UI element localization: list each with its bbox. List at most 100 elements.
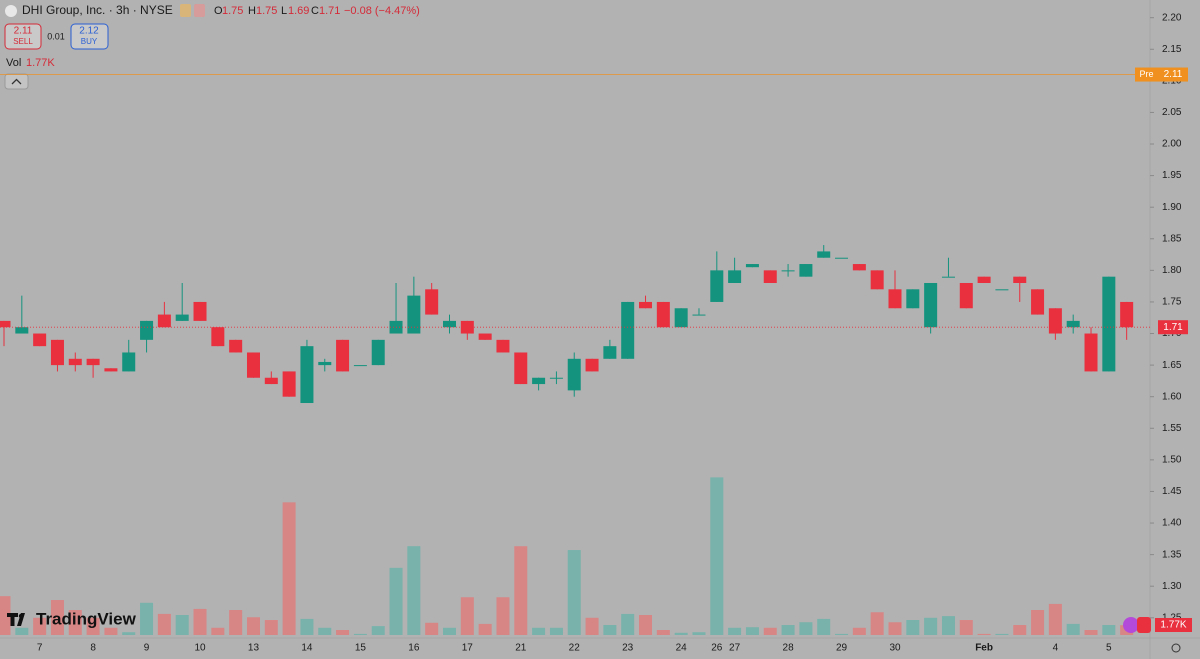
- candle-body: [300, 346, 314, 404]
- volume-bar: [443, 627, 456, 635]
- volume-tag: [1155, 618, 1192, 632]
- candle-body: [549, 377, 563, 379]
- earnings-icon[interactable]: [1137, 617, 1151, 633]
- volume-bar: [549, 627, 563, 635]
- candle-body: [585, 358, 599, 372]
- volume-bar: [1084, 630, 1098, 635]
- candle-body: [122, 352, 136, 372]
- volume-bar: [104, 627, 118, 635]
- volume-bar: [353, 633, 367, 635]
- settings-icon[interactable]: [1171, 643, 1181, 653]
- volume-bar: [639, 615, 653, 635]
- candle-body: [852, 264, 866, 271]
- candle-body: [175, 314, 189, 321]
- candle-body: [425, 289, 439, 315]
- candle-body: [870, 270, 884, 290]
- volume-bar: [514, 546, 528, 635]
- candle-body: [496, 339, 510, 353]
- volume-bar: [977, 633, 991, 635]
- y-tick-label: 2.05: [1162, 107, 1182, 118]
- candle-body: [1048, 308, 1062, 334]
- volume-bar: [407, 546, 421, 635]
- change: −0.08 (−4.47%): [344, 5, 420, 17]
- volume-bar: [1013, 625, 1027, 635]
- volume-value: 1.77K: [26, 57, 55, 69]
- buy-button[interactable]: [70, 23, 109, 50]
- volume-bar: [157, 613, 171, 635]
- volume-bar: [0, 596, 11, 635]
- sell-button[interactable]: [4, 23, 42, 50]
- candle-body: [318, 361, 332, 366]
- candle-body: [603, 346, 617, 359]
- buy-price[interactable]: 2.12: [79, 26, 99, 37]
- volume-bar: [193, 608, 207, 635]
- y-tick-label: 1.40: [1162, 518, 1182, 529]
- volume-bar: [50, 600, 64, 635]
- candle-body: [140, 320, 154, 340]
- candle-body: [0, 320, 11, 328]
- candle-body: [86, 358, 100, 366]
- volume-bar: [478, 623, 492, 635]
- volume-bar: [229, 610, 243, 635]
- alert-icon[interactable]: [1123, 617, 1139, 633]
- volume-label: Vol: [6, 57, 21, 69]
- x-tick-label: 22: [569, 643, 581, 654]
- volume-bar: [906, 620, 920, 635]
- pre-market-price: 2.11: [1164, 69, 1183, 80]
- y-tick-label: 1.30: [1162, 581, 1182, 592]
- candle-body: [674, 308, 688, 328]
- candle-body: [246, 352, 260, 378]
- y-tick-label: 1.35: [1162, 549, 1182, 560]
- l-label: L: [281, 5, 287, 17]
- candle-body: [1102, 276, 1116, 372]
- x-tick-label: 8: [90, 643, 96, 654]
- x-tick-label: 5: [1106, 643, 1112, 654]
- volume-bar: [692, 632, 706, 635]
- candle-body: [1120, 301, 1134, 328]
- candle-body: [157, 314, 171, 328]
- candle-body: [514, 352, 528, 385]
- buy-label[interactable]: BUY: [81, 37, 98, 46]
- candle-body: [728, 270, 742, 283]
- collapse-button[interactable]: [4, 73, 29, 90]
- volume-bar: [140, 602, 154, 635]
- y-tick-label: 1.75: [1162, 297, 1182, 308]
- y-tick-label: 1.85: [1162, 233, 1182, 244]
- volume-bar: [300, 618, 314, 635]
- candle-body: [941, 276, 955, 278]
- candle-body: [407, 295, 421, 334]
- candle-body: [995, 289, 1009, 291]
- x-tick-label: 4: [1053, 643, 1059, 654]
- volume-bar: [122, 632, 136, 635]
- candle-body: [656, 301, 670, 328]
- spread: 0.01: [47, 31, 65, 41]
- brand-name: TradingView: [36, 609, 137, 628]
- volume-bar: [496, 597, 510, 635]
- sell-label[interactable]: SELL: [13, 37, 33, 46]
- volume-bar: [211, 627, 225, 635]
- volume-bar: [318, 627, 332, 635]
- candle-body: [835, 257, 849, 259]
- candle-body: [924, 282, 938, 328]
- volume-tag-label: 1.77K: [1160, 620, 1186, 631]
- volume-bar: [336, 630, 350, 635]
- volume-bar: [941, 616, 955, 635]
- candle-body: [1084, 333, 1098, 372]
- volume-bar: [532, 627, 546, 635]
- volume-bar: [1102, 625, 1116, 635]
- x-tick-label: 17: [462, 643, 474, 654]
- x-tick-label: 13: [248, 643, 260, 654]
- candle-body: [959, 282, 973, 309]
- candle-body: [460, 320, 474, 334]
- session-icon: [180, 4, 191, 17]
- candle-body: [532, 377, 546, 385]
- candle-body: [1066, 320, 1080, 328]
- sell-price[interactable]: 2.11: [14, 26, 33, 37]
- pre-market-price-tag: [1158, 67, 1188, 82]
- x-tick-label: 28: [783, 643, 795, 654]
- candle-body: [68, 358, 82, 366]
- h-value: 1.75: [256, 5, 277, 17]
- volume-bar: [567, 550, 581, 635]
- volume-bar: [710, 477, 724, 635]
